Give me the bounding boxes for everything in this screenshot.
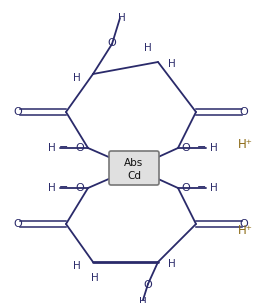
- Text: −: −: [59, 182, 69, 192]
- FancyBboxPatch shape: [109, 151, 159, 185]
- Text: H: H: [139, 297, 147, 303]
- Text: −: −: [197, 142, 207, 152]
- Text: H: H: [210, 183, 218, 193]
- Text: H: H: [210, 143, 218, 153]
- Text: O: O: [182, 143, 190, 153]
- Text: H: H: [48, 183, 56, 193]
- Text: H⁺: H⁺: [237, 224, 252, 237]
- Text: O: O: [14, 107, 22, 117]
- Text: H: H: [118, 13, 126, 23]
- Text: O: O: [182, 183, 190, 193]
- Text: Abs: Abs: [124, 158, 144, 168]
- Text: Cd: Cd: [127, 171, 141, 181]
- Text: H: H: [48, 143, 56, 153]
- Text: H: H: [91, 273, 99, 283]
- Text: O: O: [144, 280, 152, 290]
- Text: O: O: [108, 38, 116, 48]
- Text: −: −: [59, 142, 69, 152]
- Text: H: H: [168, 59, 176, 69]
- Text: H: H: [73, 261, 81, 271]
- Text: H: H: [73, 73, 81, 83]
- Text: H: H: [144, 43, 152, 53]
- Text: H: H: [168, 259, 176, 269]
- Text: H⁺: H⁺: [237, 138, 252, 152]
- Text: O: O: [14, 219, 22, 229]
- Text: O: O: [240, 219, 248, 229]
- Text: O: O: [76, 183, 84, 193]
- Text: O: O: [76, 143, 84, 153]
- Text: O: O: [240, 107, 248, 117]
- Text: −: −: [197, 182, 207, 192]
